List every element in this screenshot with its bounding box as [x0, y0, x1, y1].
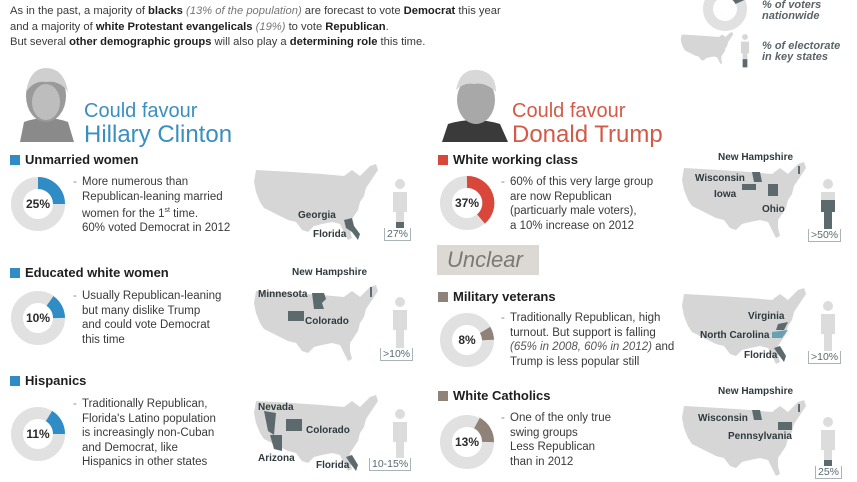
key-states-pct: 27%: [384, 228, 412, 241]
state-label: Minnesota: [258, 289, 308, 300]
group-description: - One of the only true swing groups Less…: [501, 412, 612, 468]
clinton-heading: Could favour Hillary Clinton: [84, 100, 233, 148]
group-description: - Traditionally Republican, high turnout…: [501, 312, 675, 368]
group-title-military-veterans: Military veterans: [438, 289, 556, 304]
unclear-heading: Unclear: [437, 245, 539, 275]
donut-value: 25%: [25, 197, 51, 211]
group-description: - Usually Republican-leaning but many di…: [73, 290, 222, 346]
state-label: Iowa: [714, 189, 737, 200]
us-map-va-nc-fl: [682, 288, 806, 364]
legend-voters-label: % of voters nationwide: [762, 0, 822, 22]
group-title-white-catholics: White Catholics: [438, 388, 551, 403]
legend-map-icon: [680, 31, 734, 65]
donut-educated-white-women: [11, 291, 65, 345]
donut-hispanics: [11, 407, 66, 461]
us-map-georgia-florida: [254, 164, 378, 240]
donald-trump-portrait: [438, 62, 510, 142]
group-title-white-working-class: White working class: [438, 152, 578, 167]
intro-line-3: But several other demographic groups wil…: [10, 36, 426, 48]
state-label: Florida: [316, 460, 350, 471]
state-label: Georgia: [298, 210, 336, 221]
democrat-color-swatch: [10, 267, 20, 278]
democrat-color-swatch: [10, 154, 20, 165]
state-label: Pennsylvania: [728, 431, 792, 442]
state-label: Florida: [744, 350, 778, 361]
donut-unmarried-women: [11, 177, 65, 231]
key-states-pct: 25%: [815, 466, 843, 479]
state-label: Colorado: [306, 425, 350, 436]
trump-heading: Could favour Donald Trump: [512, 100, 663, 148]
legend-person-icon: [740, 34, 750, 68]
state-label: New Hampshire: [292, 267, 368, 278]
unclear-color-swatch: [438, 291, 448, 302]
unclear-color-swatch: [438, 390, 448, 401]
state-label: Arizona: [258, 453, 295, 464]
state-label: Florida: [313, 229, 347, 240]
state-label: Ohio: [762, 204, 785, 215]
republican-color-swatch: [438, 154, 448, 165]
group-title-hispanics: Hispanics: [10, 373, 86, 388]
donut-value: 10%: [25, 311, 51, 325]
us-map-nh-mn-co: [254, 285, 378, 361]
legend: % of voters nationwide % of electorate in …: [680, 0, 857, 76]
person-figure-icon: [393, 297, 407, 354]
democrat-color-swatch: [10, 375, 20, 386]
intro-line-1: As in the past, a majority of blacks (13…: [10, 5, 501, 17]
intro-text: As in the past, a majority of blacks (13…: [10, 4, 501, 51]
key-states-pct: >10%: [808, 351, 842, 364]
group-description: - Traditionally Republican, Florida's La…: [73, 398, 216, 468]
donut-white-catholics: [440, 415, 494, 469]
state-label: Colorado: [305, 316, 349, 327]
group-description: - 60% of this very large group are now R…: [501, 176, 654, 232]
state-label: New Hampshire: [718, 152, 794, 163]
group-description: - More numerous than Republican-leaning …: [73, 176, 231, 235]
legend-electorate-label: % of electorate in key states: [762, 40, 841, 63]
donut-value: 13%: [454, 435, 480, 449]
donut-value: 11%: [26, 427, 50, 441]
donut-value: 8%: [458, 333, 476, 347]
person-figure-icon: [821, 179, 835, 236]
us-map-nv-co-az-fl: [254, 395, 378, 471]
key-states-pct: >50%: [808, 229, 842, 242]
key-states-pct: 10-15%: [369, 458, 412, 471]
us-map-nh-wi-ia-oh: [682, 162, 806, 238]
state-label: Wisconsin: [698, 413, 748, 424]
key-states-pct: >10%: [380, 348, 414, 361]
state-label: New Hampshire: [718, 386, 794, 397]
group-title-unmarried-women: Unmarried women: [10, 152, 138, 167]
donut-value: 37%: [454, 196, 480, 210]
donut-military-veterans: [440, 313, 494, 367]
state-label: Virginia: [748, 311, 785, 322]
state-label: North Carolina: [700, 330, 770, 341]
state-label: Nevada: [258, 402, 294, 413]
donut-white-working-class: [440, 176, 495, 230]
legend-donut-icon: [703, 0, 747, 31]
group-title-educated-white-women: Educated white women: [10, 265, 169, 280]
us-map-nh-wi-pa: [682, 400, 806, 476]
hillary-clinton-portrait: [10, 62, 82, 142]
intro-line-2: and a majority of white Protestant evang…: [10, 20, 389, 33]
state-label: Wisconsin: [695, 173, 745, 184]
